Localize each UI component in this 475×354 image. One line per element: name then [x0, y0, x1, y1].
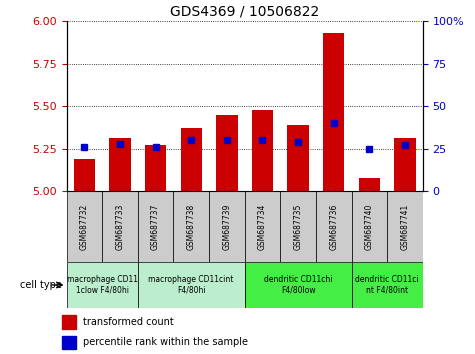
- FancyBboxPatch shape: [102, 191, 138, 262]
- Title: GDS4369 / 10506822: GDS4369 / 10506822: [170, 5, 319, 19]
- Text: cell type: cell type: [20, 280, 62, 290]
- Bar: [216, 115, 238, 191]
- Text: GSM687741: GSM687741: [400, 204, 409, 250]
- Text: GSM687732: GSM687732: [80, 204, 89, 250]
- Bar: [62, 315, 76, 329]
- Text: transformed count: transformed count: [83, 317, 174, 327]
- Text: macrophage CD11
1clow F4/80hi: macrophage CD11 1clow F4/80hi: [66, 275, 138, 295]
- Text: dendritic CD11chi
F4/80low: dendritic CD11chi F4/80low: [264, 275, 332, 295]
- Text: percentile rank within the sample: percentile rank within the sample: [83, 337, 248, 348]
- Text: GSM687735: GSM687735: [294, 203, 303, 250]
- Text: GSM687738: GSM687738: [187, 204, 196, 250]
- FancyBboxPatch shape: [245, 191, 280, 262]
- Text: GSM687739: GSM687739: [222, 203, 231, 250]
- FancyBboxPatch shape: [280, 191, 316, 262]
- Bar: [62, 336, 76, 349]
- FancyBboxPatch shape: [66, 262, 138, 308]
- FancyBboxPatch shape: [387, 191, 423, 262]
- FancyBboxPatch shape: [209, 191, 245, 262]
- Bar: [394, 138, 416, 191]
- FancyBboxPatch shape: [245, 262, 352, 308]
- FancyBboxPatch shape: [138, 191, 173, 262]
- Bar: [252, 110, 273, 191]
- Text: GSM687733: GSM687733: [115, 203, 124, 250]
- Text: GSM687740: GSM687740: [365, 203, 374, 250]
- FancyBboxPatch shape: [138, 262, 245, 308]
- Bar: [180, 128, 202, 191]
- FancyBboxPatch shape: [352, 262, 423, 308]
- FancyBboxPatch shape: [352, 191, 387, 262]
- FancyBboxPatch shape: [316, 191, 352, 262]
- Bar: [359, 178, 380, 191]
- Bar: [74, 159, 95, 191]
- Text: GSM687736: GSM687736: [329, 203, 338, 250]
- Text: GSM687734: GSM687734: [258, 203, 267, 250]
- Bar: [109, 138, 131, 191]
- FancyBboxPatch shape: [66, 191, 102, 262]
- Bar: [323, 33, 344, 191]
- Bar: [145, 145, 166, 191]
- Bar: [287, 125, 309, 191]
- Text: GSM687737: GSM687737: [151, 203, 160, 250]
- FancyBboxPatch shape: [173, 191, 209, 262]
- Text: dendritic CD11ci
nt F4/80int: dendritic CD11ci nt F4/80int: [355, 275, 419, 295]
- Text: macrophage CD11cint
F4/80hi: macrophage CD11cint F4/80hi: [149, 275, 234, 295]
